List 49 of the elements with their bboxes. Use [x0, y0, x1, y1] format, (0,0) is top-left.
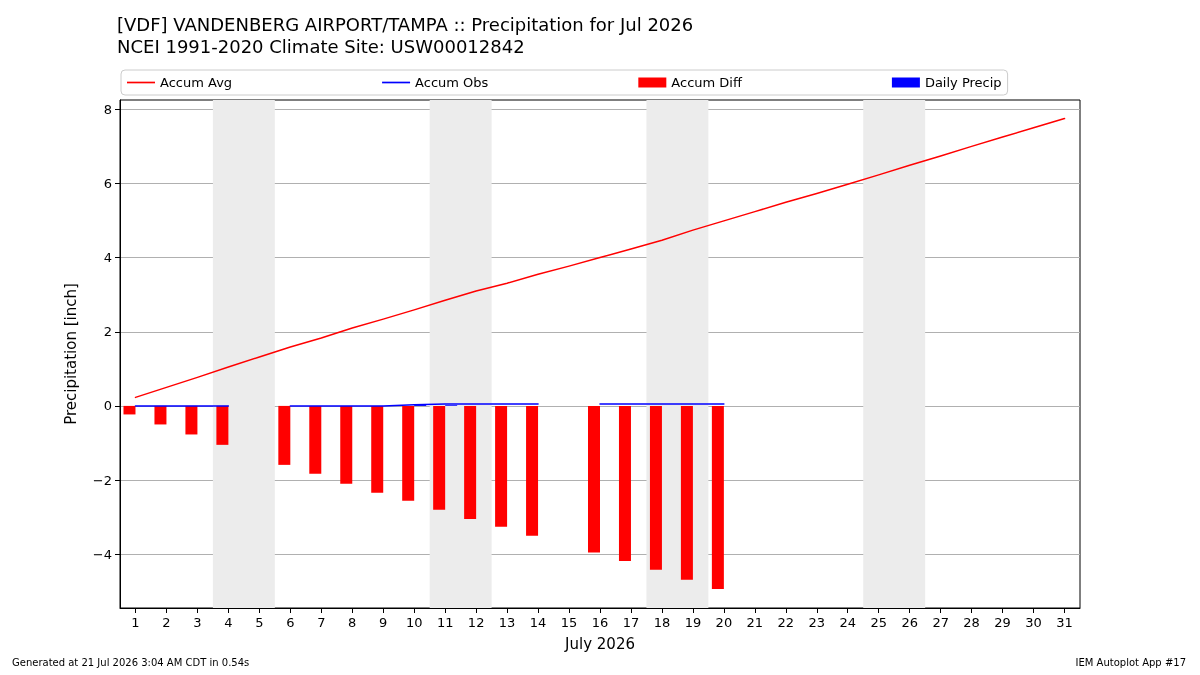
x-tick-label: 18 — [653, 615, 671, 630]
legend-label: Daily Precip — [924, 75, 1002, 90]
x-tick-label: 31 — [1056, 615, 1073, 630]
legend-label: Accum Diff — [671, 75, 743, 90]
chart-subtitle: NCEI 1991-2020 Climate Site: USW00012842 — [117, 35, 525, 57]
x-tick-label: 2 — [162, 615, 171, 630]
x-tick-label: 23 — [808, 615, 826, 630]
x-tick-label: 11 — [436, 615, 454, 630]
x-tick-label: 9 — [379, 615, 388, 630]
x-tick-label: 12 — [467, 615, 485, 630]
y-tick-label: 4 — [103, 250, 112, 266]
x-tick-label: 20 — [715, 615, 733, 630]
legend-label: Accum Avg — [160, 75, 233, 90]
x-tick-label: 30 — [1025, 615, 1042, 630]
x-tick-label: 29 — [994, 615, 1011, 630]
y-tick-label: −2 — [92, 472, 112, 488]
x-tick-label: 4 — [224, 615, 233, 630]
y-tick-label: −4 — [92, 546, 112, 562]
y-tick-label: 2 — [103, 324, 112, 340]
legend-label: Accum Obs — [415, 75, 489, 90]
x-tick-label: 5 — [255, 615, 264, 630]
text: IEM Autoplot App #17 — [1075, 656, 1187, 668]
x-tick-label: 22 — [777, 615, 795, 630]
y-axis-title: Precipitation [inch] — [61, 283, 80, 425]
x-tick-label: 14 — [529, 615, 547, 630]
x-tick-label: 25 — [870, 615, 887, 630]
x-tick-label: 19 — [684, 615, 702, 630]
x-tick-label: 13 — [498, 615, 516, 630]
x-tick-label: 15 — [560, 615, 578, 630]
x-tick-label: 1 — [131, 615, 140, 630]
x-tick-label: 21 — [746, 615, 764, 630]
x-tick-label: 27 — [932, 615, 949, 630]
x-tick-label: 28 — [963, 615, 980, 630]
x-tick-label: 7 — [317, 615, 326, 630]
x-tick-label: 16 — [591, 615, 609, 630]
y-tick-label: 6 — [103, 175, 112, 191]
x-tick-label: 6 — [286, 615, 295, 630]
x-axis-title: July 2026 — [564, 634, 635, 653]
line-series — [134, 117, 1066, 399]
y-tick-label: 0 — [103, 398, 112, 414]
x-tick-label: 26 — [901, 615, 918, 630]
text: Generated at 21 Jul 2026 3:04 AM CDT in 0.54s — [12, 656, 250, 668]
x-tick-label: 3 — [193, 615, 202, 630]
x-tick-label: 17 — [622, 615, 640, 630]
y-tick-label: 8 — [103, 101, 112, 117]
x-tick-label: 8 — [348, 615, 357, 630]
x-tick-label: 10 — [405, 615, 423, 630]
chart-title: [VDF] VANDENBERG AIRPORT/TAMPA :: Precipitation for Jul 2026 — [117, 13, 694, 35]
x-tick-label: 24 — [839, 615, 857, 630]
